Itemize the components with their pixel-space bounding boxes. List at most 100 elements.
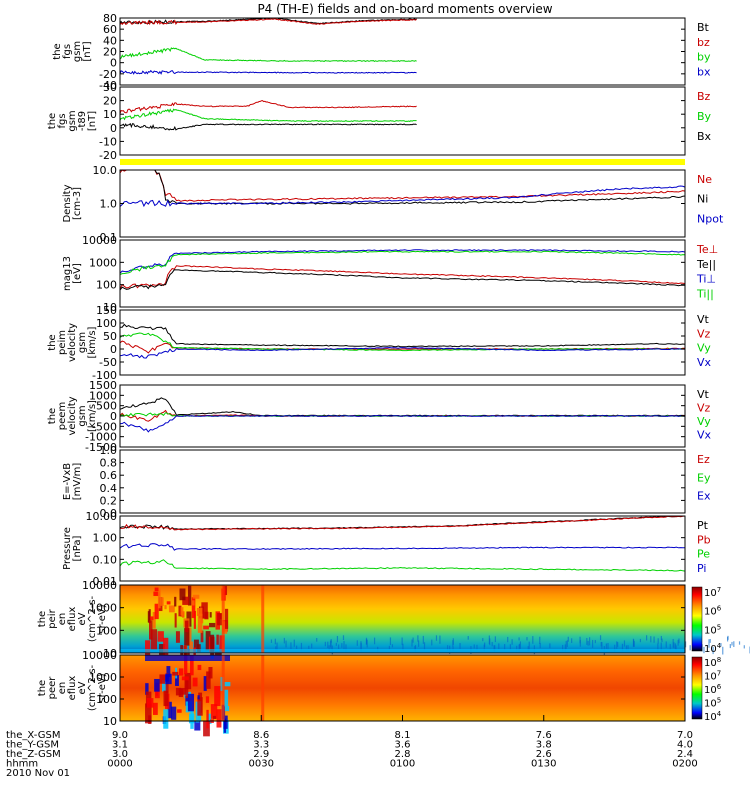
spectrogram-speckle bbox=[684, 641, 687, 648]
spectrogram-burst bbox=[192, 677, 198, 687]
legend-label: By bbox=[697, 110, 712, 123]
spectrogram-speckle bbox=[532, 636, 534, 644]
spectrogram-speckle bbox=[600, 641, 602, 647]
spectrogram-burst bbox=[163, 709, 169, 729]
spectrogram-speckle bbox=[507, 636, 509, 643]
spectrogram-speckle bbox=[328, 645, 330, 653]
panel-frame bbox=[119, 239, 686, 308]
panel-ylabel-line: fgs bbox=[62, 44, 73, 59]
spectrogram-speckle bbox=[526, 637, 528, 641]
spectrogram-speckle bbox=[731, 641, 733, 646]
spectrogram-speckle bbox=[579, 636, 581, 644]
spectrogram-burst bbox=[145, 640, 151, 657]
spectrogram-burst bbox=[172, 671, 179, 676]
spectrogram-speckle bbox=[607, 642, 609, 650]
legend-label: Npot bbox=[697, 212, 724, 225]
ephemeris-row-label: hhmm bbox=[6, 759, 38, 770]
spectrogram-speckle bbox=[336, 635, 339, 643]
y-tick-label: 150 bbox=[96, 304, 117, 317]
spectrogram-burst bbox=[197, 664, 202, 671]
ephemeris-value: 3.6 bbox=[395, 740, 411, 751]
spectrogram-burst bbox=[209, 622, 216, 628]
spectrogram-burst bbox=[184, 655, 188, 675]
y-tick-label: 0.0 bbox=[100, 507, 118, 520]
y-tick-label: 100 bbox=[96, 279, 117, 292]
legend-label: Pt bbox=[697, 519, 709, 532]
spectrogram-speckle bbox=[720, 643, 722, 647]
spectrogram-stripe bbox=[221, 585, 225, 653]
spectrogram-speckle bbox=[591, 639, 594, 648]
ephemeris-value: 9.0 bbox=[112, 730, 128, 741]
spectrogram-burst bbox=[196, 607, 203, 617]
colorbar-tick-label: 107 bbox=[704, 670, 721, 683]
series-pi-line bbox=[119, 543, 685, 551]
colorbar-tick-label: 104 bbox=[704, 710, 722, 723]
spectrogram-speckle bbox=[435, 635, 438, 641]
spectrogram-speckle bbox=[689, 645, 691, 651]
spectrogram-burst bbox=[197, 697, 203, 716]
panel-ylabel-line: Density bbox=[62, 184, 73, 222]
spectrogram-speckle bbox=[308, 645, 310, 649]
spectrogram-speckle bbox=[365, 639, 368, 645]
panel-ylabel-line: peim bbox=[57, 330, 68, 355]
legend-label: Pe bbox=[697, 548, 710, 561]
panel-ylabel-line: the bbox=[37, 611, 48, 627]
spectrogram-burst bbox=[190, 600, 195, 606]
y-tick-label: 0.10 bbox=[93, 553, 118, 566]
spectrogram-speckle bbox=[338, 644, 340, 650]
panel-frame bbox=[119, 309, 686, 376]
spectrogram-speckle bbox=[729, 644, 731, 649]
spectrogram-speckle bbox=[566, 640, 568, 647]
spectrogram-burst bbox=[214, 651, 222, 656]
spectrogram-speckle bbox=[285, 640, 287, 648]
spectrogram-speckle bbox=[422, 635, 424, 644]
panel-ylabel-line: gsm bbox=[77, 332, 88, 353]
spectrogram-speckle bbox=[327, 641, 329, 649]
y-tick-label: 1.0 bbox=[100, 198, 118, 211]
spectrogram-speckle bbox=[412, 637, 414, 643]
spectrogram-speckle bbox=[402, 643, 404, 651]
spectrogram-burst bbox=[145, 703, 152, 724]
spectrogram-speckle bbox=[452, 638, 454, 645]
spectrogram-speckle bbox=[650, 636, 652, 643]
legend-label: bz bbox=[697, 36, 710, 49]
spectrogram-speckle bbox=[549, 643, 551, 649]
y-tick-label: 10 bbox=[103, 108, 117, 121]
spectrogram-burst bbox=[194, 720, 201, 731]
panel-ylabel-line: -t89 bbox=[77, 111, 88, 131]
spectrogram-speckle bbox=[709, 638, 711, 643]
spectrogram-burst bbox=[209, 612, 212, 618]
spectrogram-stripe bbox=[221, 655, 225, 721]
spectrogram-burst bbox=[181, 676, 189, 681]
spectrogram-burst bbox=[179, 588, 186, 601]
y-tick-label: -20 bbox=[99, 149, 117, 162]
panel-4: 10000 1000 100 10 mag13 [eV] Te⊥ Te|| Ti⊥Ti|| bbox=[62, 234, 718, 314]
panel-ylabel-line: fgs bbox=[57, 113, 68, 128]
spectrogram-speckle bbox=[657, 638, 659, 644]
spectrogram-burst bbox=[179, 687, 186, 695]
spectrogram-speckle bbox=[473, 644, 475, 649]
y-tick-label: 0 bbox=[110, 410, 117, 423]
spectrogram-burst bbox=[178, 668, 184, 676]
spectrogram-burst bbox=[182, 596, 189, 605]
spectrogram-speckle bbox=[360, 642, 362, 652]
spectrogram-speckle bbox=[539, 643, 541, 649]
series-vt-line bbox=[119, 397, 686, 417]
ephemeris-value: 7.0 bbox=[677, 730, 693, 741]
quality-flag-bar bbox=[120, 159, 685, 165]
panel-ylabel-line: the bbox=[47, 408, 58, 424]
y-tick-label: 500 bbox=[96, 400, 117, 413]
spectrogram-burst bbox=[208, 666, 213, 679]
spectrogram-burst bbox=[193, 610, 196, 629]
spectrogram-burst bbox=[166, 666, 171, 677]
panel-ylabel-line: eV bbox=[77, 612, 88, 625]
spectrogram-burst bbox=[148, 715, 152, 724]
series-bx-line bbox=[119, 122, 417, 131]
panel-ylabel-line: peer bbox=[47, 676, 58, 700]
spectrogram-speckle bbox=[571, 638, 573, 643]
colorbar-strip bbox=[691, 656, 703, 720]
ephemeris-value: 0130 bbox=[531, 759, 556, 770]
spectrogram-speckle bbox=[388, 645, 391, 650]
panel-ylabel-line: peir bbox=[47, 608, 58, 628]
